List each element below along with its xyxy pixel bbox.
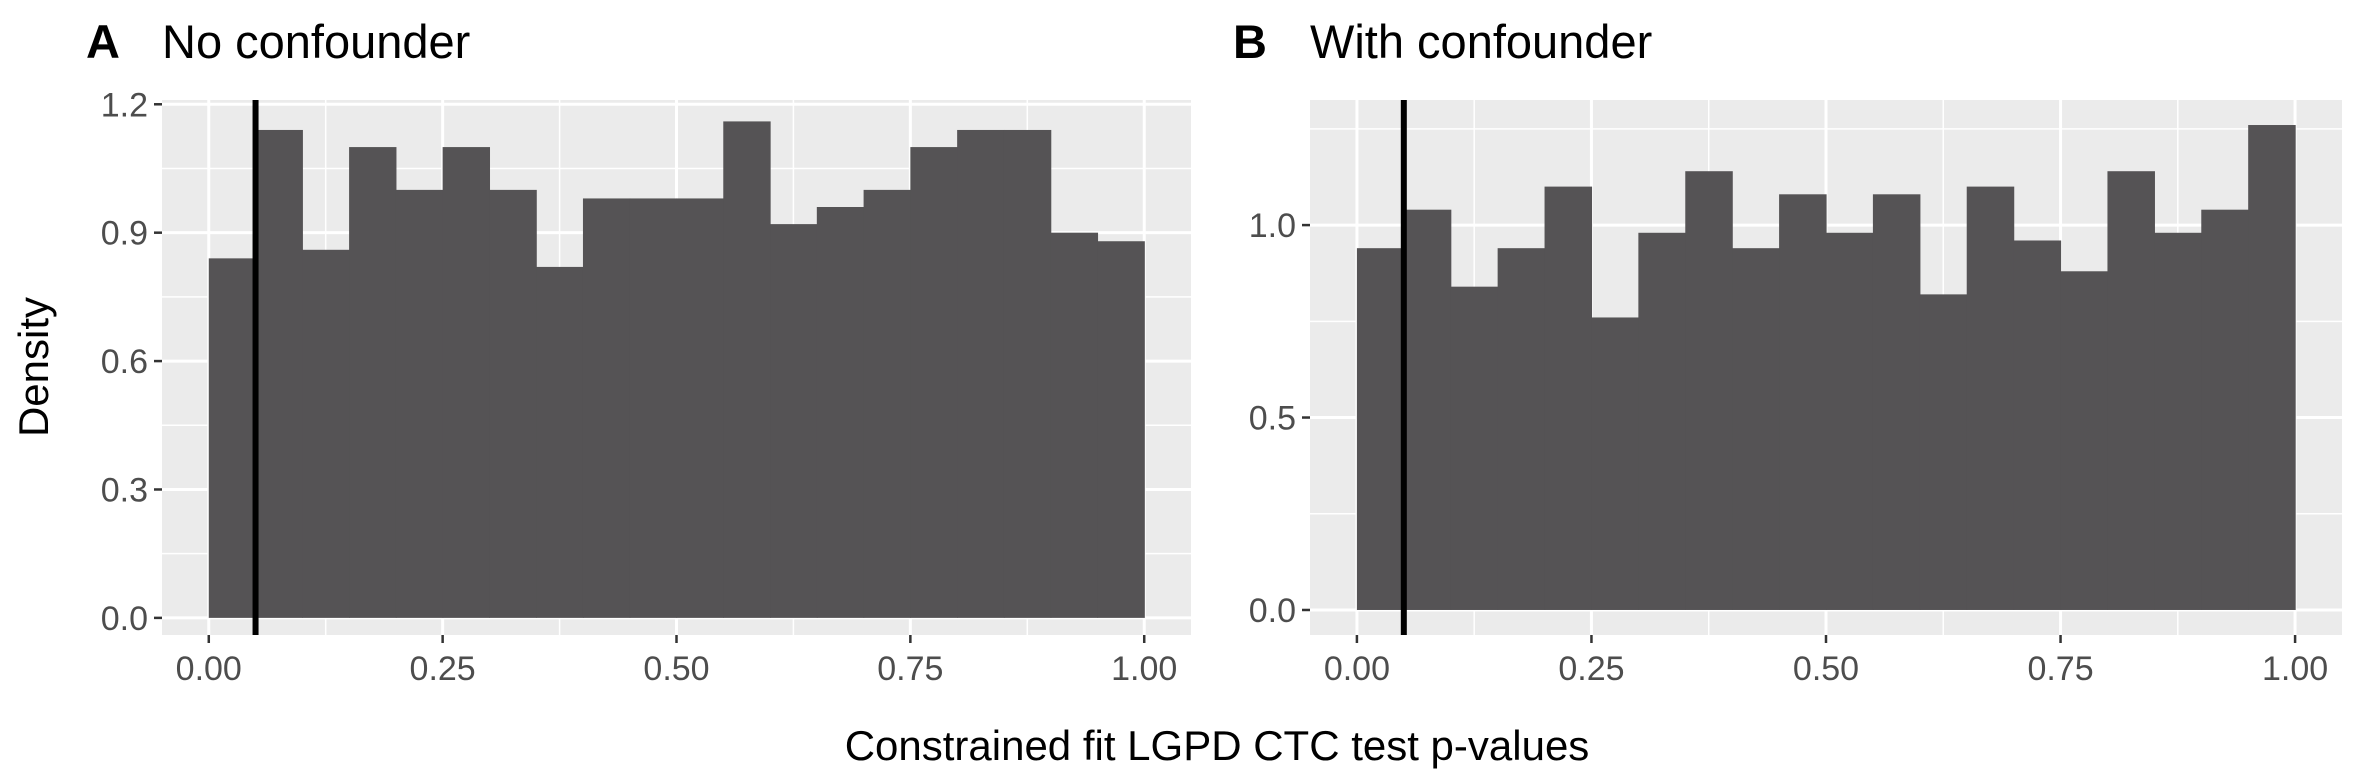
panel-a-y-tick-label: 0.9: [101, 215, 148, 253]
panel-a-x-tick-label: 1.00: [1111, 650, 1177, 688]
panel-b-bar: [1966, 186, 2015, 610]
panel-a-bar: [910, 147, 958, 618]
panel-b-x-tick-label: 0.00: [1324, 650, 1390, 688]
panel-a-y-tick-label: 1.2: [101, 86, 148, 124]
panel-b-bar: [1919, 294, 1968, 610]
panel-a-x-tick-label: 0.00: [176, 650, 242, 688]
panel-b-bar: [1450, 286, 1499, 610]
panel-b-bar: [1779, 194, 1827, 610]
panel-a-bar: [349, 147, 397, 618]
panel-a: A No confounder 0.0 0.3 0.6 0.9 1.2 0.00 0.25…: [86, 15, 1191, 688]
panel-b-bar: [2060, 271, 2109, 610]
panel-b-x-tick-label: 0.75: [2027, 650, 2093, 688]
panel-a-bar: [863, 189, 911, 618]
panel-a-bar: [442, 147, 491, 618]
panel-a-bar: [629, 198, 678, 618]
panel-a-y-axis: 0.0 0.3 0.6 0.9 1.2: [101, 86, 162, 638]
panel-a-x-tick-label: 0.50: [643, 650, 709, 688]
panel-b-bar: [1826, 232, 1874, 610]
panel-a-bar: [489, 189, 537, 618]
panel-a-tag: A: [86, 15, 120, 68]
panel-a-y-tick-label: 0.3: [101, 471, 148, 509]
panel-b-bar: [1356, 248, 1405, 610]
panel-b-x-tick-label: 0.25: [1558, 650, 1624, 688]
panel-b-bar: [1544, 186, 1593, 610]
panel-b-bar: [1403, 209, 1452, 610]
panel-a-title: No confounder: [162, 15, 470, 68]
panel-a-bar: [676, 198, 724, 618]
panel-b-y-axis: 0.0 0.5 1.0: [1249, 207, 1310, 630]
panel-b-bar: [2248, 125, 2296, 610]
panel-a-bar: [816, 207, 865, 618]
panel-b-bar: [1685, 171, 1733, 610]
panel-a-bar: [208, 258, 257, 618]
panel-b-x-tick-label: 0.50: [1793, 650, 1859, 688]
panel-a-bar: [582, 198, 631, 618]
panel-b-bar: [1638, 232, 1686, 610]
panel-a-bar: [255, 129, 303, 618]
panel-b-bar: [1732, 248, 1780, 610]
panel-a-bar: [1097, 241, 1145, 618]
panel-b-tag: B: [1233, 15, 1267, 68]
panel-b-title: With confounder: [1310, 15, 1652, 68]
panel-a-bar: [536, 266, 584, 618]
panel-a-bar: [957, 129, 1005, 618]
panel-a-bar: [770, 224, 818, 618]
panel-b-bar: [1497, 248, 1546, 610]
panel-b-x-tick-label: 1.00: [2262, 650, 2328, 688]
panel-b-y-tick-label: 1.0: [1249, 207, 1296, 245]
panel-b-bar: [2013, 240, 2062, 610]
panel-b-bars: [1356, 125, 2296, 610]
panel-b-x-axis: 0.00 0.25 0.50 0.75 1.00: [1324, 635, 2328, 688]
panel-b-y-tick-label: 0.5: [1249, 400, 1296, 438]
panel-a-bars: [208, 121, 1145, 618]
panel-a-x-tick-label: 0.25: [410, 650, 476, 688]
panel-a-bar: [1050, 232, 1099, 618]
panel-b-bar: [2201, 209, 2249, 610]
panel-a-bar: [1003, 129, 1052, 618]
x-axis-title: Constrained fit LGPD CTC test p-values: [845, 722, 1590, 769]
panel-a-x-axis: 0.00 0.25 0.50 0.75 1.00: [176, 635, 1177, 688]
panel-b-bar: [2107, 171, 2155, 610]
panel-b: B With confounder 0.0 0.5 1.0 0.00 0.25 0.50…: [1233, 15, 2342, 688]
panel-a-bar: [395, 189, 444, 618]
panel-a-bar: [723, 121, 771, 618]
panel-a-y-tick-label: 0.0: [101, 600, 148, 638]
panel-a-y-tick-label: 0.6: [101, 343, 148, 381]
panel-b-bar: [1872, 194, 1921, 610]
panel-a-bar: [302, 249, 350, 618]
panel-b-y-tick-label: 0.0: [1249, 592, 1296, 630]
panel-a-x-tick-label: 0.75: [877, 650, 943, 688]
panel-b-bar: [2154, 232, 2202, 610]
panel-b-bar: [1591, 317, 1639, 610]
y-axis-title: Density: [10, 297, 57, 437]
